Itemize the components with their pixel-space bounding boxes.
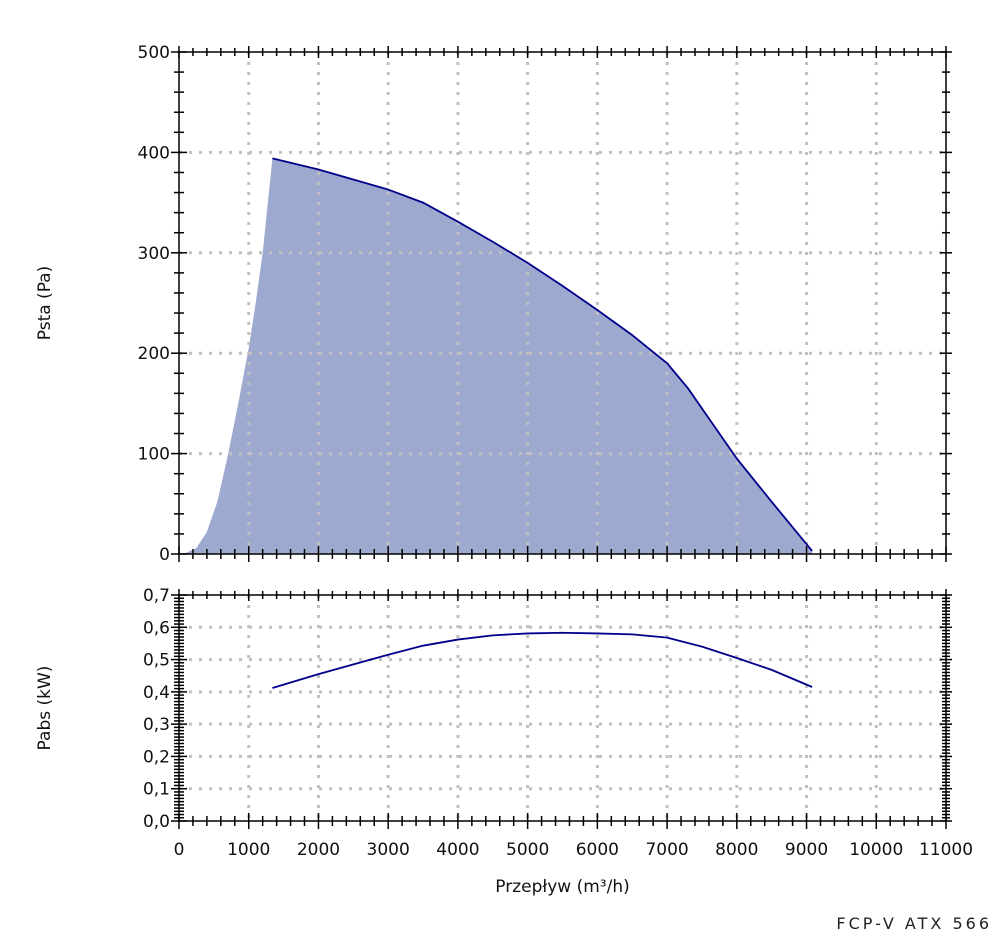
y-tick-label: 0,1 xyxy=(143,780,170,800)
y-axis-label: Psta (Pa) xyxy=(35,266,55,340)
y-tick-label: 0,7 xyxy=(143,586,170,606)
x-tick-label: 1000 xyxy=(227,840,270,860)
y-tick-label: 100 xyxy=(138,445,170,465)
y-tick-label: 200 xyxy=(138,344,170,364)
x-tick-label: 11000 xyxy=(919,840,973,860)
x-tick-label: 0 xyxy=(174,840,185,860)
model-label: FCP-V ATX 566 xyxy=(836,914,992,933)
x-tick-label: 6000 xyxy=(576,840,619,860)
pressure-curve xyxy=(272,157,813,552)
power-panel: 0,0 0,1 0,2 0,3 0,4 0,5 0,6 0,7 0 1000 2000 3000 400… xyxy=(35,586,973,897)
y-axis-label: Pabs (kW) xyxy=(35,666,55,751)
operating-area xyxy=(179,158,813,554)
y-tick-label: 300 xyxy=(138,244,170,264)
x-tick-label: 4000 xyxy=(436,840,479,860)
x-axis-label: Przepływ (m³/h) xyxy=(495,877,629,897)
x-tick-label: 9000 xyxy=(785,840,828,860)
x-tick-label: 8000 xyxy=(715,840,758,860)
y-tick-label: 400 xyxy=(138,143,170,163)
x-tick-label: 7000 xyxy=(645,840,688,860)
y-tick-label: 500 xyxy=(138,43,170,63)
x-tick-label: 10000 xyxy=(849,840,903,860)
pressure-panel: 0 100 200 300 400 500 Psta (Pa) xyxy=(35,43,952,565)
y-tick-label: 0,2 xyxy=(143,747,170,767)
x-tick-label: 3000 xyxy=(367,840,410,860)
y-tick-label: 0,4 xyxy=(143,683,170,703)
y-tick-label: 0 xyxy=(159,545,170,565)
y-tick-label: 0,3 xyxy=(143,715,170,735)
y-tick-label: 0,6 xyxy=(143,618,170,638)
y-tick-label: 0,0 xyxy=(143,812,170,832)
plot-frame xyxy=(178,51,947,555)
x-tick-label: 5000 xyxy=(506,840,549,860)
y-tick-label: 0,5 xyxy=(143,651,170,671)
plot-frame xyxy=(178,594,947,822)
x-tick-label: 2000 xyxy=(297,840,340,860)
power-curve xyxy=(272,631,813,689)
